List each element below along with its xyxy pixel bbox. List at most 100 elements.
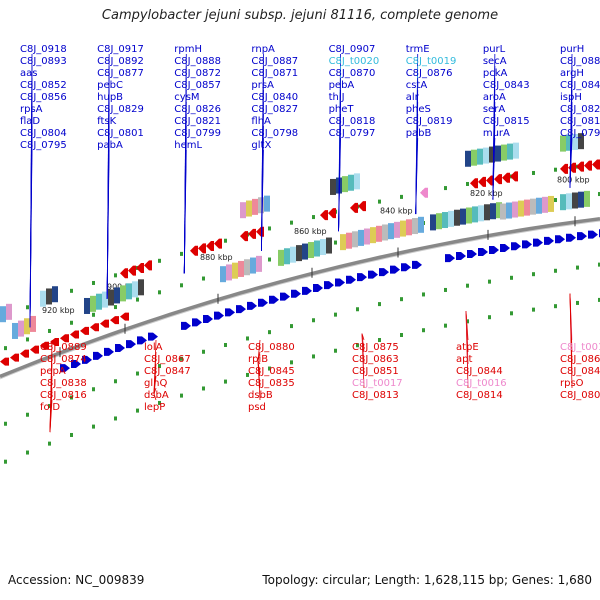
gene-label: C8J_0846 bbox=[560, 366, 600, 377]
forward-gene bbox=[544, 236, 554, 245]
marker-lower bbox=[422, 292, 425, 297]
leader-line bbox=[153, 375, 157, 394]
gene-label: C8J_0875 bbox=[352, 342, 399, 353]
gene-label: C8J_0813 bbox=[352, 390, 399, 401]
gene-label: C8J_0847 bbox=[144, 366, 191, 377]
accession-text: Accession: NC_009839 bbox=[8, 573, 145, 587]
reverse-gene bbox=[136, 262, 144, 273]
forward-gene bbox=[192, 318, 202, 327]
reverse-gene bbox=[240, 231, 248, 242]
marker-inner bbox=[554, 198, 557, 203]
backbone-arc bbox=[0, 217, 600, 379]
feature-block bbox=[256, 255, 262, 272]
reverse-gene bbox=[198, 243, 206, 254]
gene-label: pckA bbox=[483, 68, 508, 79]
gene-label: C8J_0838 bbox=[40, 378, 87, 389]
marker-lowest bbox=[290, 360, 293, 365]
gene-label: C8J_0867 bbox=[144, 354, 191, 365]
marker-lowest bbox=[48, 441, 51, 446]
feature-block bbox=[52, 286, 58, 303]
marker-lowest bbox=[70, 432, 73, 437]
reverse-gene bbox=[502, 172, 510, 183]
marker-lowest bbox=[202, 386, 205, 391]
feature-block bbox=[114, 287, 120, 304]
forward-gene bbox=[522, 240, 532, 249]
reverse-gene bbox=[256, 226, 264, 237]
marker-lowest bbox=[268, 366, 271, 371]
gene-label: aas bbox=[20, 68, 37, 79]
forward-gene bbox=[456, 252, 466, 261]
gene-label: C8J_0840 bbox=[251, 92, 298, 103]
feature-block bbox=[471, 149, 477, 166]
gene-label: thiJ bbox=[329, 92, 345, 103]
feature-block bbox=[400, 220, 406, 237]
marker-lowest bbox=[334, 348, 337, 353]
reverse-gene bbox=[592, 159, 600, 170]
map-title: Campylobacter jejuni subsp. jejuni 81116… bbox=[101, 8, 499, 23]
gene-label: C8J_0816 bbox=[40, 390, 87, 401]
marker-lower bbox=[378, 302, 381, 307]
gene-label: C8J_0871 bbox=[251, 68, 298, 79]
gene-label: C8J_0796 bbox=[560, 128, 600, 139]
marker-inner bbox=[92, 312, 95, 317]
reverse-gene bbox=[248, 228, 256, 239]
feature-block bbox=[40, 290, 46, 307]
marker-outer bbox=[532, 170, 535, 175]
forward-gene bbox=[324, 281, 334, 290]
gene-label: C8J_0870 bbox=[329, 68, 376, 79]
marker-lowest bbox=[158, 400, 161, 405]
feature-block bbox=[478, 205, 484, 222]
feature-block bbox=[460, 208, 466, 225]
gene-label: C8J_0877 bbox=[97, 68, 144, 79]
gene-label: C8J_0817 bbox=[560, 116, 600, 127]
reverse-gene bbox=[350, 202, 358, 213]
feature-block bbox=[364, 228, 370, 245]
feature-block bbox=[264, 195, 270, 212]
feature-block bbox=[412, 218, 418, 235]
feature-block bbox=[308, 242, 314, 259]
feature-block bbox=[252, 198, 258, 215]
forward-gene bbox=[71, 359, 81, 368]
trna-gene bbox=[420, 187, 428, 198]
feature-block bbox=[342, 176, 348, 193]
feature-block bbox=[406, 219, 412, 236]
leader-line bbox=[153, 393, 157, 401]
gene-label: rpsO bbox=[560, 378, 584, 389]
feature-block bbox=[548, 195, 554, 212]
feature-block bbox=[108, 289, 114, 306]
forward-gene bbox=[566, 233, 576, 242]
gene-label: C8J_0856 bbox=[20, 92, 67, 103]
gene-label: apt bbox=[456, 354, 472, 365]
feature-block bbox=[240, 202, 246, 219]
marker-lower bbox=[202, 349, 205, 354]
feature-block bbox=[326, 237, 332, 254]
marker-inner bbox=[334, 240, 337, 245]
feature-block bbox=[500, 203, 506, 220]
feature-block bbox=[507, 143, 513, 160]
reverse-gene bbox=[40, 341, 49, 350]
gene-label: C8J_t0017 bbox=[352, 378, 403, 389]
marker-outer bbox=[554, 167, 557, 172]
reverse-gene bbox=[60, 334, 69, 343]
gene-label: C8J_0815 bbox=[483, 116, 530, 127]
marker-lowest bbox=[444, 323, 447, 328]
gene-label: C8J_0865 bbox=[560, 354, 600, 365]
feature-block bbox=[314, 240, 320, 257]
leader-line bbox=[257, 339, 261, 362]
feature-block bbox=[226, 264, 232, 281]
marker-lowest bbox=[136, 408, 139, 413]
gene-label: secA bbox=[483, 56, 507, 67]
marker-lower bbox=[532, 272, 535, 277]
feature-block bbox=[90, 295, 96, 312]
feature-block bbox=[483, 147, 489, 164]
gene-label: C8J_t0016 bbox=[456, 378, 507, 389]
marker-lowest bbox=[554, 304, 557, 309]
marker-lowest bbox=[378, 338, 381, 343]
gene-label: pheS bbox=[406, 104, 431, 115]
marker-lower bbox=[180, 356, 183, 361]
feature-block bbox=[232, 262, 238, 279]
feature-block bbox=[354, 173, 360, 190]
forward-gene bbox=[555, 235, 565, 244]
feature-block bbox=[530, 198, 536, 215]
gene-label: pabA bbox=[97, 140, 123, 151]
